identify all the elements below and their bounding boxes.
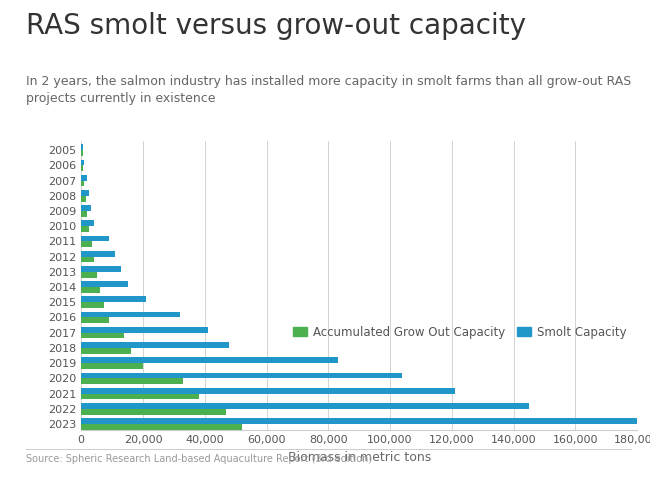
Bar xyxy=(81,333,125,338)
Bar xyxy=(81,357,337,363)
Bar xyxy=(81,211,87,217)
Text: In 2 years, the salmon industry has installed more capacity in smolt farms than : In 2 years, the salmon industry has inst… xyxy=(26,75,631,105)
Text: RAS smolt versus grow-out capacity: RAS smolt versus grow-out capacity xyxy=(26,12,526,40)
Bar xyxy=(81,403,529,409)
Bar xyxy=(81,424,242,430)
Bar xyxy=(81,388,455,394)
Bar xyxy=(81,418,637,424)
X-axis label: Biomass in metric tons: Biomass in metric tons xyxy=(287,451,431,464)
Bar xyxy=(81,409,226,415)
Bar xyxy=(81,342,229,348)
Bar xyxy=(81,266,122,272)
Bar xyxy=(81,251,115,257)
Bar xyxy=(81,312,180,317)
Bar xyxy=(81,242,92,247)
Bar xyxy=(81,205,90,211)
Bar xyxy=(81,287,100,293)
Bar xyxy=(81,363,143,369)
Bar xyxy=(81,196,86,202)
Bar xyxy=(81,379,183,384)
Bar xyxy=(81,180,84,186)
Bar xyxy=(81,327,208,333)
Text: Source: Spheric Research Land-based Aquaculture Report (3rd edition): Source: Spheric Research Land-based Aqua… xyxy=(26,454,372,465)
Bar xyxy=(81,144,83,150)
Bar xyxy=(81,272,97,278)
Bar xyxy=(81,236,109,242)
Legend: Accumulated Grow Out Capacity, Smolt Capacity: Accumulated Grow Out Capacity, Smolt Cap… xyxy=(288,321,631,343)
Bar xyxy=(81,220,94,226)
Bar xyxy=(81,165,83,171)
Bar xyxy=(81,394,199,399)
Bar xyxy=(81,348,131,354)
Bar xyxy=(81,150,83,156)
Bar xyxy=(81,373,402,379)
Bar xyxy=(81,190,89,196)
Bar xyxy=(81,226,89,232)
Bar xyxy=(81,317,109,323)
Bar xyxy=(81,296,146,302)
Bar xyxy=(81,175,87,180)
Bar xyxy=(81,257,94,262)
Bar xyxy=(81,281,127,287)
Bar xyxy=(81,159,84,165)
Bar xyxy=(81,302,105,308)
